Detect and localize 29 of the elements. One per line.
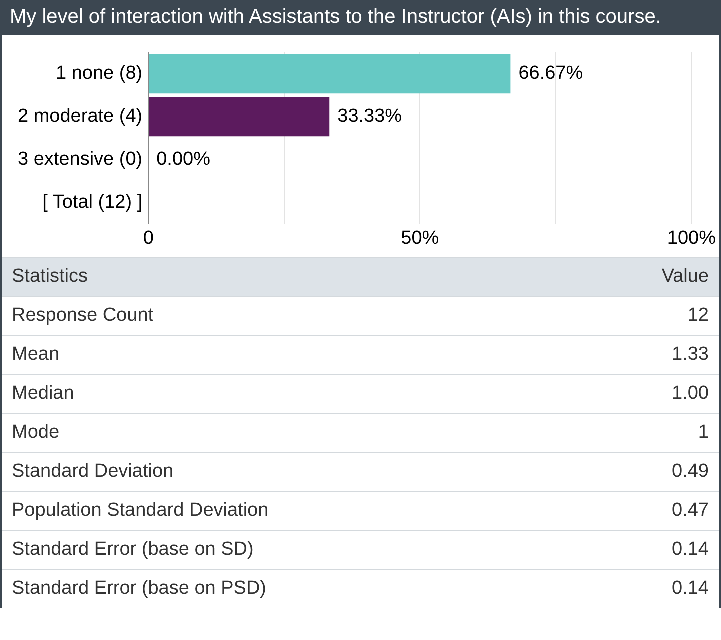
x-tick-label: 100% (667, 228, 716, 249)
text: 0.49 (672, 461, 709, 482)
category-label: Mean (2, 336, 579, 374)
text: 0.47 (672, 500, 709, 521)
text: 1.00 (672, 383, 709, 404)
text: 0.14 (672, 578, 709, 599)
y-tick-label: 3 extensive (0) (18, 149, 143, 170)
category-label: Population Standard Deviation (2, 492, 579, 530)
y-tick-label: 2 moderate (4) (18, 106, 143, 128)
data-label: 66.67% (518, 63, 584, 84)
category-label: Standard Deviation (2, 452, 579, 492)
x-tick-label: 0 (143, 228, 154, 249)
y-tick-label: 1 none (8) (56, 63, 143, 84)
category-label: Standard Error (base on SD) (2, 530, 579, 570)
x-tick-label: 50% (401, 228, 440, 249)
category-label: Median (2, 374, 579, 414)
category-label: Mode (2, 414, 579, 452)
text: 0.14 (672, 539, 709, 560)
chart-title: My level of interaction with Assistants to the Instructor (AIs) in this course. (2, 0, 719, 35)
text: 12 (688, 305, 709, 326)
text: 1.33 (672, 344, 709, 365)
y-tick-label: [ Total (12) ] (42, 192, 143, 213)
text: Value (578, 258, 719, 296)
data-label: 0.00% (156, 149, 211, 170)
category-label: Standard Error (base on PSD) (2, 570, 579, 608)
category-label: Response Count (2, 296, 579, 336)
text: Statistics (2, 258, 579, 296)
text: 1 (698, 422, 709, 443)
data-label: 33.33% (338, 106, 402, 128)
